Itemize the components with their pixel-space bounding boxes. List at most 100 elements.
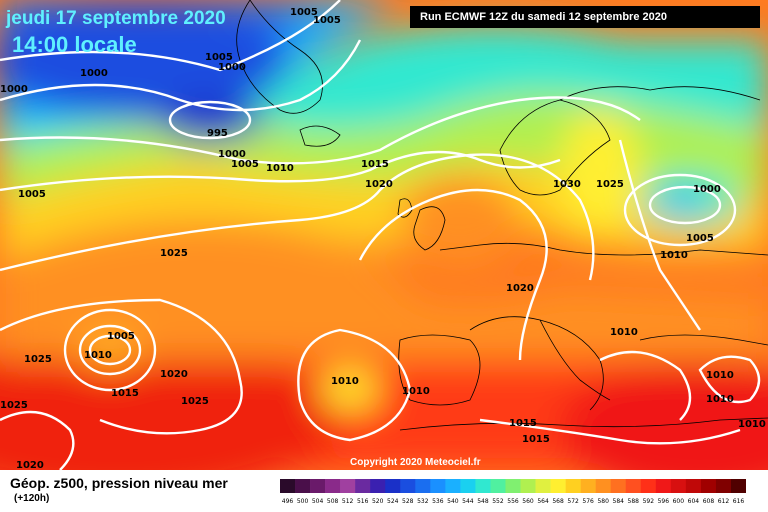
legend-tick-label: 576: [582, 498, 594, 505]
legend-tick-label: 520: [372, 498, 384, 505]
pressure-label: 1020: [506, 283, 534, 294]
legend-tick-label: 564: [537, 498, 549, 505]
pressure-label: 1005: [686, 233, 714, 244]
pressure-label: 1010: [660, 250, 688, 261]
pressure-label: 1015: [111, 388, 139, 399]
legend-tick-label: 572: [567, 498, 579, 505]
map-footer: Géop. z500, pression niveau mer (+120h) …: [0, 470, 768, 512]
legend-tick-label: 552: [492, 498, 504, 505]
pressure-label: 1010: [331, 376, 359, 387]
pressure-label: 1000: [693, 184, 721, 195]
legend-swatch: [655, 479, 672, 493]
pressure-label: 1005: [205, 52, 233, 63]
pressure-label: 1010: [706, 394, 734, 405]
pressure-label: 1005: [18, 189, 46, 200]
legend-swatch: [475, 479, 491, 493]
legend-tick-label: 580: [597, 498, 609, 505]
legend-tick-label: 536: [432, 498, 444, 505]
legend-tick-label: 600: [673, 498, 685, 505]
model-run-label: Run ECMWF 12Z du samedi 12 septembre 202…: [410, 6, 760, 28]
pressure-label: 995: [207, 128, 228, 139]
pressure-label: 1005: [290, 7, 318, 18]
pressure-label: 1005: [107, 331, 135, 342]
legend-tick-label: 548: [477, 498, 489, 505]
map-title: Géop. z500, pression niveau mer: [10, 475, 228, 491]
pressure-label: 1010: [84, 350, 112, 361]
legend-tick-label: 588: [628, 498, 640, 505]
pressure-label: 1000: [218, 62, 246, 73]
geopotential-map: 1005 1005 1005 1000 1000 1000 995 1000 1…: [0, 0, 768, 470]
legend-swatch: [535, 479, 551, 493]
legend-tick-label: 612: [718, 498, 730, 505]
pressure-labels: 1005 1005 1005 1000 1000 1000 995 1000 1…: [0, 7, 766, 470]
legend-swatch: [430, 479, 446, 493]
legend-swatch: [415, 479, 431, 493]
legend-swatch: [460, 479, 476, 493]
legend-tick-label: 616: [733, 498, 745, 505]
legend-swatch: [730, 479, 746, 493]
legend-swatch: [490, 479, 506, 493]
legend-swatch: [280, 479, 296, 493]
pressure-label: 1030: [553, 179, 581, 190]
legend-tick-label: 596: [658, 498, 670, 505]
geopotential-field: [0, 0, 768, 470]
legend-swatch: [385, 479, 401, 493]
legend-tick-label: 584: [613, 498, 625, 505]
legend-tick-label: 556: [507, 498, 519, 505]
legend-swatch: [340, 479, 356, 493]
legend-swatch: [700, 479, 717, 493]
legend-swatch: [640, 479, 657, 493]
legend-tick-label: 504: [312, 498, 324, 505]
legend-swatch: [325, 479, 341, 493]
legend-tick-label: 544: [462, 498, 474, 505]
pressure-label: 1000: [80, 68, 108, 79]
legend-tick-label: 532: [417, 498, 429, 505]
pressure-label: 1020: [160, 369, 188, 380]
pressure-label: 1020: [365, 179, 393, 190]
forecast-date: jeudi 17 septembre 2020: [6, 8, 226, 29]
legend-tick-label: 560: [522, 498, 534, 505]
legend-tick-label: 528: [402, 498, 414, 505]
legend-swatch: [670, 479, 687, 493]
legend-swatch: [715, 479, 732, 493]
legend-swatch: [445, 479, 461, 493]
legend-tick-label: 524: [387, 498, 399, 505]
isobars: [0, 0, 761, 470]
legend-tick-label: 592: [643, 498, 655, 505]
legend-swatch: [310, 479, 326, 493]
copyright-notice: Copyright 2020 Meteociel.fr: [350, 457, 481, 468]
pressure-label: 1005: [231, 159, 259, 170]
pressure-label: 1010: [610, 327, 638, 338]
legend-tick-label: 604: [688, 498, 700, 505]
legend-swatch: [595, 479, 612, 493]
pressure-label: 1010: [266, 163, 294, 174]
legend-tick-label: 500: [297, 498, 309, 505]
legend-tick-label: 568: [552, 498, 564, 505]
pressure-label: 1010: [706, 370, 734, 381]
pressure-label: 1000: [0, 84, 28, 95]
pressure-label: 1025: [0, 400, 28, 411]
legend-swatch: [400, 479, 416, 493]
legend-tick-label: 516: [357, 498, 369, 505]
legend-tick-label: 508: [327, 498, 339, 505]
pressure-label: 1025: [181, 396, 209, 407]
legend-swatch: [505, 479, 521, 493]
pressure-label: 1010: [738, 419, 766, 430]
legend-swatch: [685, 479, 702, 493]
legend-tick-label: 540: [447, 498, 459, 505]
pressure-label: 1015: [361, 159, 389, 170]
pressure-label: 1005: [313, 15, 341, 26]
legend-tick-label: 496: [282, 498, 294, 505]
pressure-label: 1015: [509, 418, 537, 429]
pressure-label: 1020: [16, 460, 44, 470]
legend-swatch: [625, 479, 642, 493]
legend-swatch: [370, 479, 386, 493]
legend-swatch: [355, 479, 371, 493]
pressure-label: 1010: [402, 386, 430, 397]
legend-swatch: [520, 479, 536, 493]
pressure-label: 1015: [522, 434, 550, 445]
forecast-lead-time: (+120h): [14, 493, 50, 504]
legend-swatch: [295, 479, 311, 493]
color-legend: 496 500 504 508 512 516 520 524 528 532 536 540 544 5…: [280, 479, 746, 505]
